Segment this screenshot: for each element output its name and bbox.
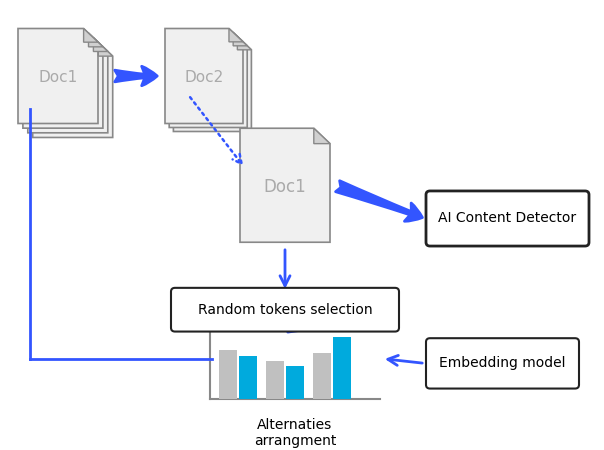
Bar: [219, 350, 237, 399]
Polygon shape: [169, 32, 247, 127]
Text: Doc1: Doc1: [263, 178, 306, 196]
Polygon shape: [314, 128, 330, 144]
Polygon shape: [233, 32, 247, 46]
Text: Doc1: Doc1: [39, 70, 78, 86]
Polygon shape: [173, 36, 251, 131]
Text: Random tokens selection: Random tokens selection: [198, 303, 372, 317]
Polygon shape: [28, 38, 108, 133]
Polygon shape: [229, 28, 243, 42]
Bar: [286, 366, 304, 399]
Bar: [239, 356, 257, 399]
Polygon shape: [165, 28, 243, 123]
Polygon shape: [83, 28, 98, 42]
FancyBboxPatch shape: [426, 191, 589, 246]
Polygon shape: [240, 128, 330, 242]
Polygon shape: [94, 38, 108, 51]
Bar: [266, 361, 284, 399]
Polygon shape: [237, 36, 251, 50]
Text: Alternaties
arrangment: Alternaties arrangment: [254, 418, 336, 448]
FancyBboxPatch shape: [426, 338, 579, 388]
Polygon shape: [98, 42, 113, 56]
Text: Doc2: Doc2: [184, 70, 223, 86]
FancyBboxPatch shape: [171, 288, 399, 332]
Bar: [313, 353, 331, 399]
Polygon shape: [18, 28, 98, 123]
Polygon shape: [89, 33, 103, 47]
Polygon shape: [33, 42, 113, 137]
Bar: [333, 337, 351, 399]
Text: Embedding model: Embedding model: [439, 356, 566, 370]
Polygon shape: [23, 33, 103, 128]
Text: AI Content Detector: AI Content Detector: [439, 212, 577, 225]
